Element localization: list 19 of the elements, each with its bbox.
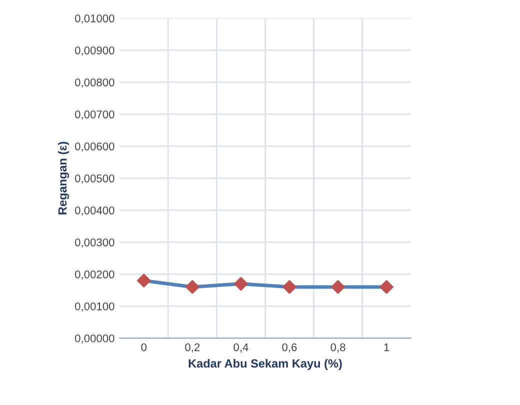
y-tick-label: 0,00300 (75, 238, 114, 248)
y-axis-title: Regangan (ε) (58, 142, 70, 214)
y-tick-label: 0,00100 (75, 302, 114, 312)
x-tick-label: 0,4 (234, 343, 248, 353)
x-tick-label: 1 (384, 343, 390, 352)
y-tick-label: 0,00900 (75, 46, 114, 56)
y-tick-label: 0,00500 (75, 174, 114, 184)
y-tick-label: 0,00400 (75, 206, 114, 216)
y-tick-label: 0,00000 (75, 334, 114, 344)
y-tick-label: 0,00600 (75, 142, 114, 152)
x-tick-label: 0 (141, 343, 147, 352)
y-tick-label: 0,01000 (75, 14, 114, 24)
x-axis-title: Kadar Abu Sekam Kayu (%) (188, 358, 342, 370)
x-tick-label: 0,2 (185, 343, 200, 353)
y-tick-label: 0,00800 (75, 78, 114, 88)
y-tick-label: 0,00200 (75, 270, 114, 280)
x-tick-label: 0,8 (330, 343, 346, 353)
y-tick-label: 0,00700 (75, 110, 114, 120)
x-tick-label: 0,6 (282, 343, 297, 353)
